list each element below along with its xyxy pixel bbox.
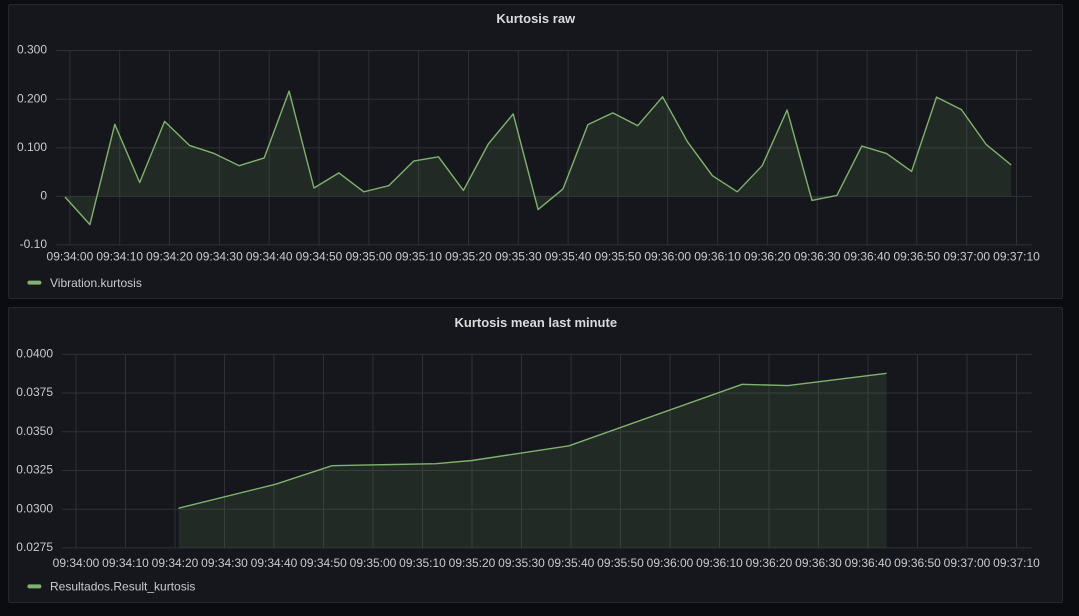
svg-text:0.0300: 0.0300	[16, 501, 53, 515]
svg-text:0.0350: 0.0350	[16, 424, 53, 438]
svg-text:09:36:10: 09:36:10	[696, 556, 743, 570]
svg-text:09:34:50: 09:34:50	[296, 250, 343, 264]
svg-text:09:35:10: 09:35:10	[399, 556, 446, 570]
svg-text:09:36:20: 09:36:20	[746, 556, 793, 570]
svg-text:09:35:50: 09:35:50	[597, 556, 644, 570]
svg-text:09:34:40: 09:34:40	[251, 556, 298, 570]
svg-text:09:35:30: 09:35:30	[498, 556, 545, 570]
svg-text:09:36:40: 09:36:40	[844, 250, 891, 264]
svg-text:0.200: 0.200	[17, 91, 47, 105]
svg-text:09:34:20: 09:34:20	[152, 556, 199, 570]
svg-text:09:36:30: 09:36:30	[795, 556, 842, 570]
svg-text:0.0375: 0.0375	[16, 385, 53, 399]
svg-text:09:36:00: 09:36:00	[644, 250, 691, 264]
svg-text:-0.10: -0.10	[20, 237, 48, 251]
svg-text:09:34:00: 09:34:00	[47, 250, 94, 264]
svg-text:09:36:50: 09:36:50	[893, 250, 940, 264]
svg-text:0.300: 0.300	[17, 43, 47, 57]
svg-text:09:34:30: 09:34:30	[201, 556, 248, 570]
svg-text:09:36:00: 09:36:00	[647, 556, 694, 570]
svg-text:09:34:50: 09:34:50	[300, 556, 347, 570]
svg-text:09:37:10: 09:37:10	[993, 250, 1040, 264]
svg-text:09:34:20: 09:34:20	[146, 250, 193, 264]
svg-text:09:36:20: 09:36:20	[744, 250, 791, 264]
svg-text:09:34:10: 09:34:10	[96, 250, 143, 264]
svg-text:Kurtosis raw: Kurtosis raw	[496, 11, 576, 26]
svg-text:09:34:00: 09:34:00	[53, 556, 100, 570]
svg-text:Resultados.Result_kurtosis: Resultados.Result_kurtosis	[50, 580, 195, 594]
svg-text:09:37:10: 09:37:10	[993, 556, 1040, 570]
svg-text:0: 0	[40, 189, 47, 203]
svg-text:09:35:30: 09:35:30	[495, 250, 542, 264]
svg-text:0.100: 0.100	[17, 140, 47, 154]
svg-text:09:35:50: 09:35:50	[595, 250, 642, 264]
svg-text:09:35:40: 09:35:40	[548, 556, 595, 570]
svg-text:0.0325: 0.0325	[16, 463, 53, 477]
svg-text:09:36:40: 09:36:40	[845, 556, 892, 570]
svg-text:09:34:30: 09:34:30	[196, 250, 243, 264]
svg-text:09:36:50: 09:36:50	[894, 556, 941, 570]
svg-text:09:35:00: 09:35:00	[350, 556, 397, 570]
svg-text:0.0275: 0.0275	[16, 540, 53, 554]
svg-text:Vibration.kurtosis: Vibration.kurtosis	[50, 276, 142, 290]
svg-text:09:36:30: 09:36:30	[794, 250, 841, 264]
svg-text:0.0400: 0.0400	[16, 346, 53, 360]
svg-text:Kurtosis mean last minute: Kurtosis mean last minute	[455, 315, 618, 330]
svg-text:09:37:00: 09:37:00	[944, 556, 991, 570]
svg-text:09:36:10: 09:36:10	[694, 250, 741, 264]
svg-text:09:35:40: 09:35:40	[545, 250, 592, 264]
svg-text:09:35:00: 09:35:00	[345, 250, 392, 264]
svg-text:09:34:40: 09:34:40	[246, 250, 293, 264]
svg-text:09:35:10: 09:35:10	[395, 250, 442, 264]
svg-text:09:37:00: 09:37:00	[943, 250, 990, 264]
svg-text:09:34:10: 09:34:10	[102, 556, 149, 570]
svg-text:09:35:20: 09:35:20	[445, 250, 492, 264]
svg-text:09:35:20: 09:35:20	[449, 556, 496, 570]
